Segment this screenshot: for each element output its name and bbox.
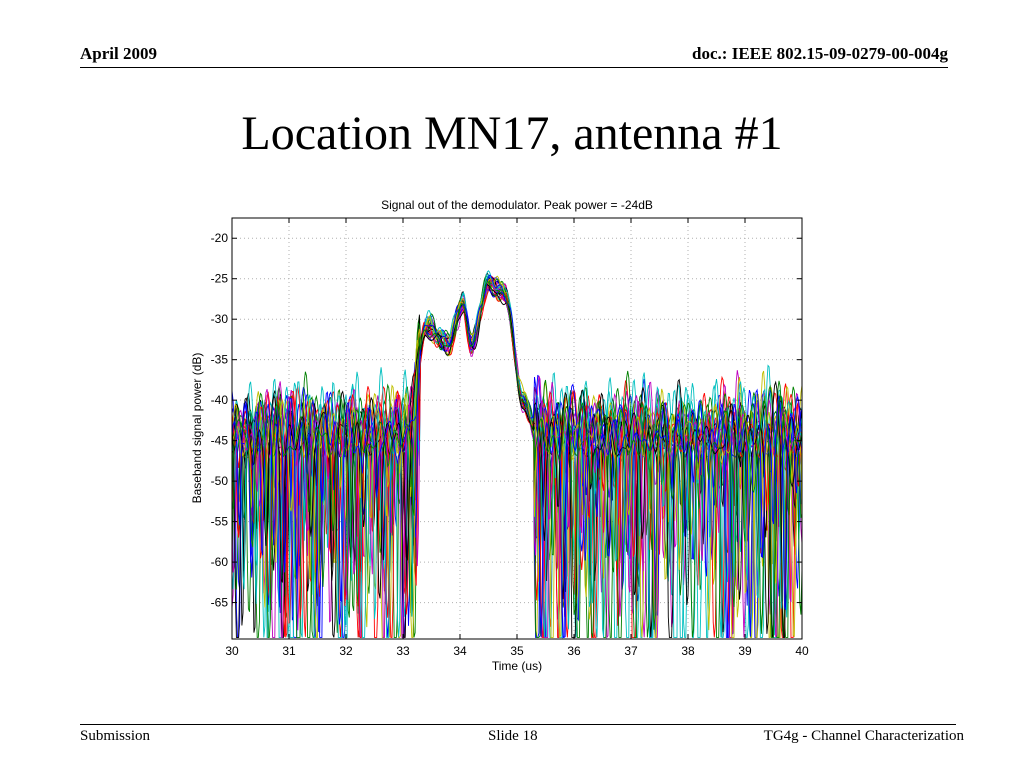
header-doc-id: doc.: IEEE 802.15-09-0279-00-004g [692, 44, 948, 63]
signal-power-chart: 30 31 32 33 34 35 36 37 38 39 40 -20 -25 -30 -35 -40 -4… [190, 198, 809, 673]
y-tick-label: -45 [211, 434, 229, 448]
chart-title: Signal out of the demodulator. Peak powe… [381, 198, 653, 212]
footer-slide-number: Slide 18 [488, 728, 538, 744]
x-axis-label: Time (us) [492, 659, 542, 673]
y-tick-label: -50 [211, 474, 229, 488]
y-axis-ticks: -20 -25 -30 -35 -40 -45 -50 -55 -60 -65 [211, 231, 802, 610]
footer-group-name: TG4g - Channel Characterization [763, 728, 964, 744]
y-tick-label: -65 [211, 596, 229, 610]
y-tick-label: -30 [211, 312, 229, 326]
x-tick-label: 37 [624, 644, 638, 658]
x-tick-label: 33 [396, 644, 410, 658]
series-group [231, 270, 803, 639]
x-tick-label: 38 [681, 644, 695, 658]
x-tick-label: 31 [282, 644, 296, 658]
y-tick-label: -25 [211, 272, 229, 286]
footer-divider [80, 724, 956, 725]
x-tick-label: 30 [225, 644, 239, 658]
x-tick-label: 40 [795, 644, 809, 658]
slide-title: Location MN17, antenna #1 [241, 107, 783, 160]
footer-submission: Submission [80, 728, 151, 744]
x-tick-label: 36 [567, 644, 581, 658]
header-date: April 2009 [80, 44, 157, 63]
y-tick-label: -40 [211, 393, 229, 407]
signal-series-line [231, 281, 803, 638]
x-tick-label: 39 [738, 644, 752, 658]
y-tick-label: -55 [211, 515, 229, 529]
y-tick-label: -35 [211, 353, 229, 367]
header-divider [80, 67, 948, 68]
y-axis-label: Baseband signal power (dB) [190, 353, 204, 504]
x-tick-label: 35 [510, 644, 524, 658]
x-tick-label: 34 [453, 644, 467, 658]
y-tick-label: -60 [211, 555, 229, 569]
x-tick-label: 32 [339, 644, 353, 658]
x-axis-ticks: 30 31 32 33 34 35 36 37 38 39 40 [225, 218, 809, 658]
y-tick-label: -20 [211, 231, 229, 245]
